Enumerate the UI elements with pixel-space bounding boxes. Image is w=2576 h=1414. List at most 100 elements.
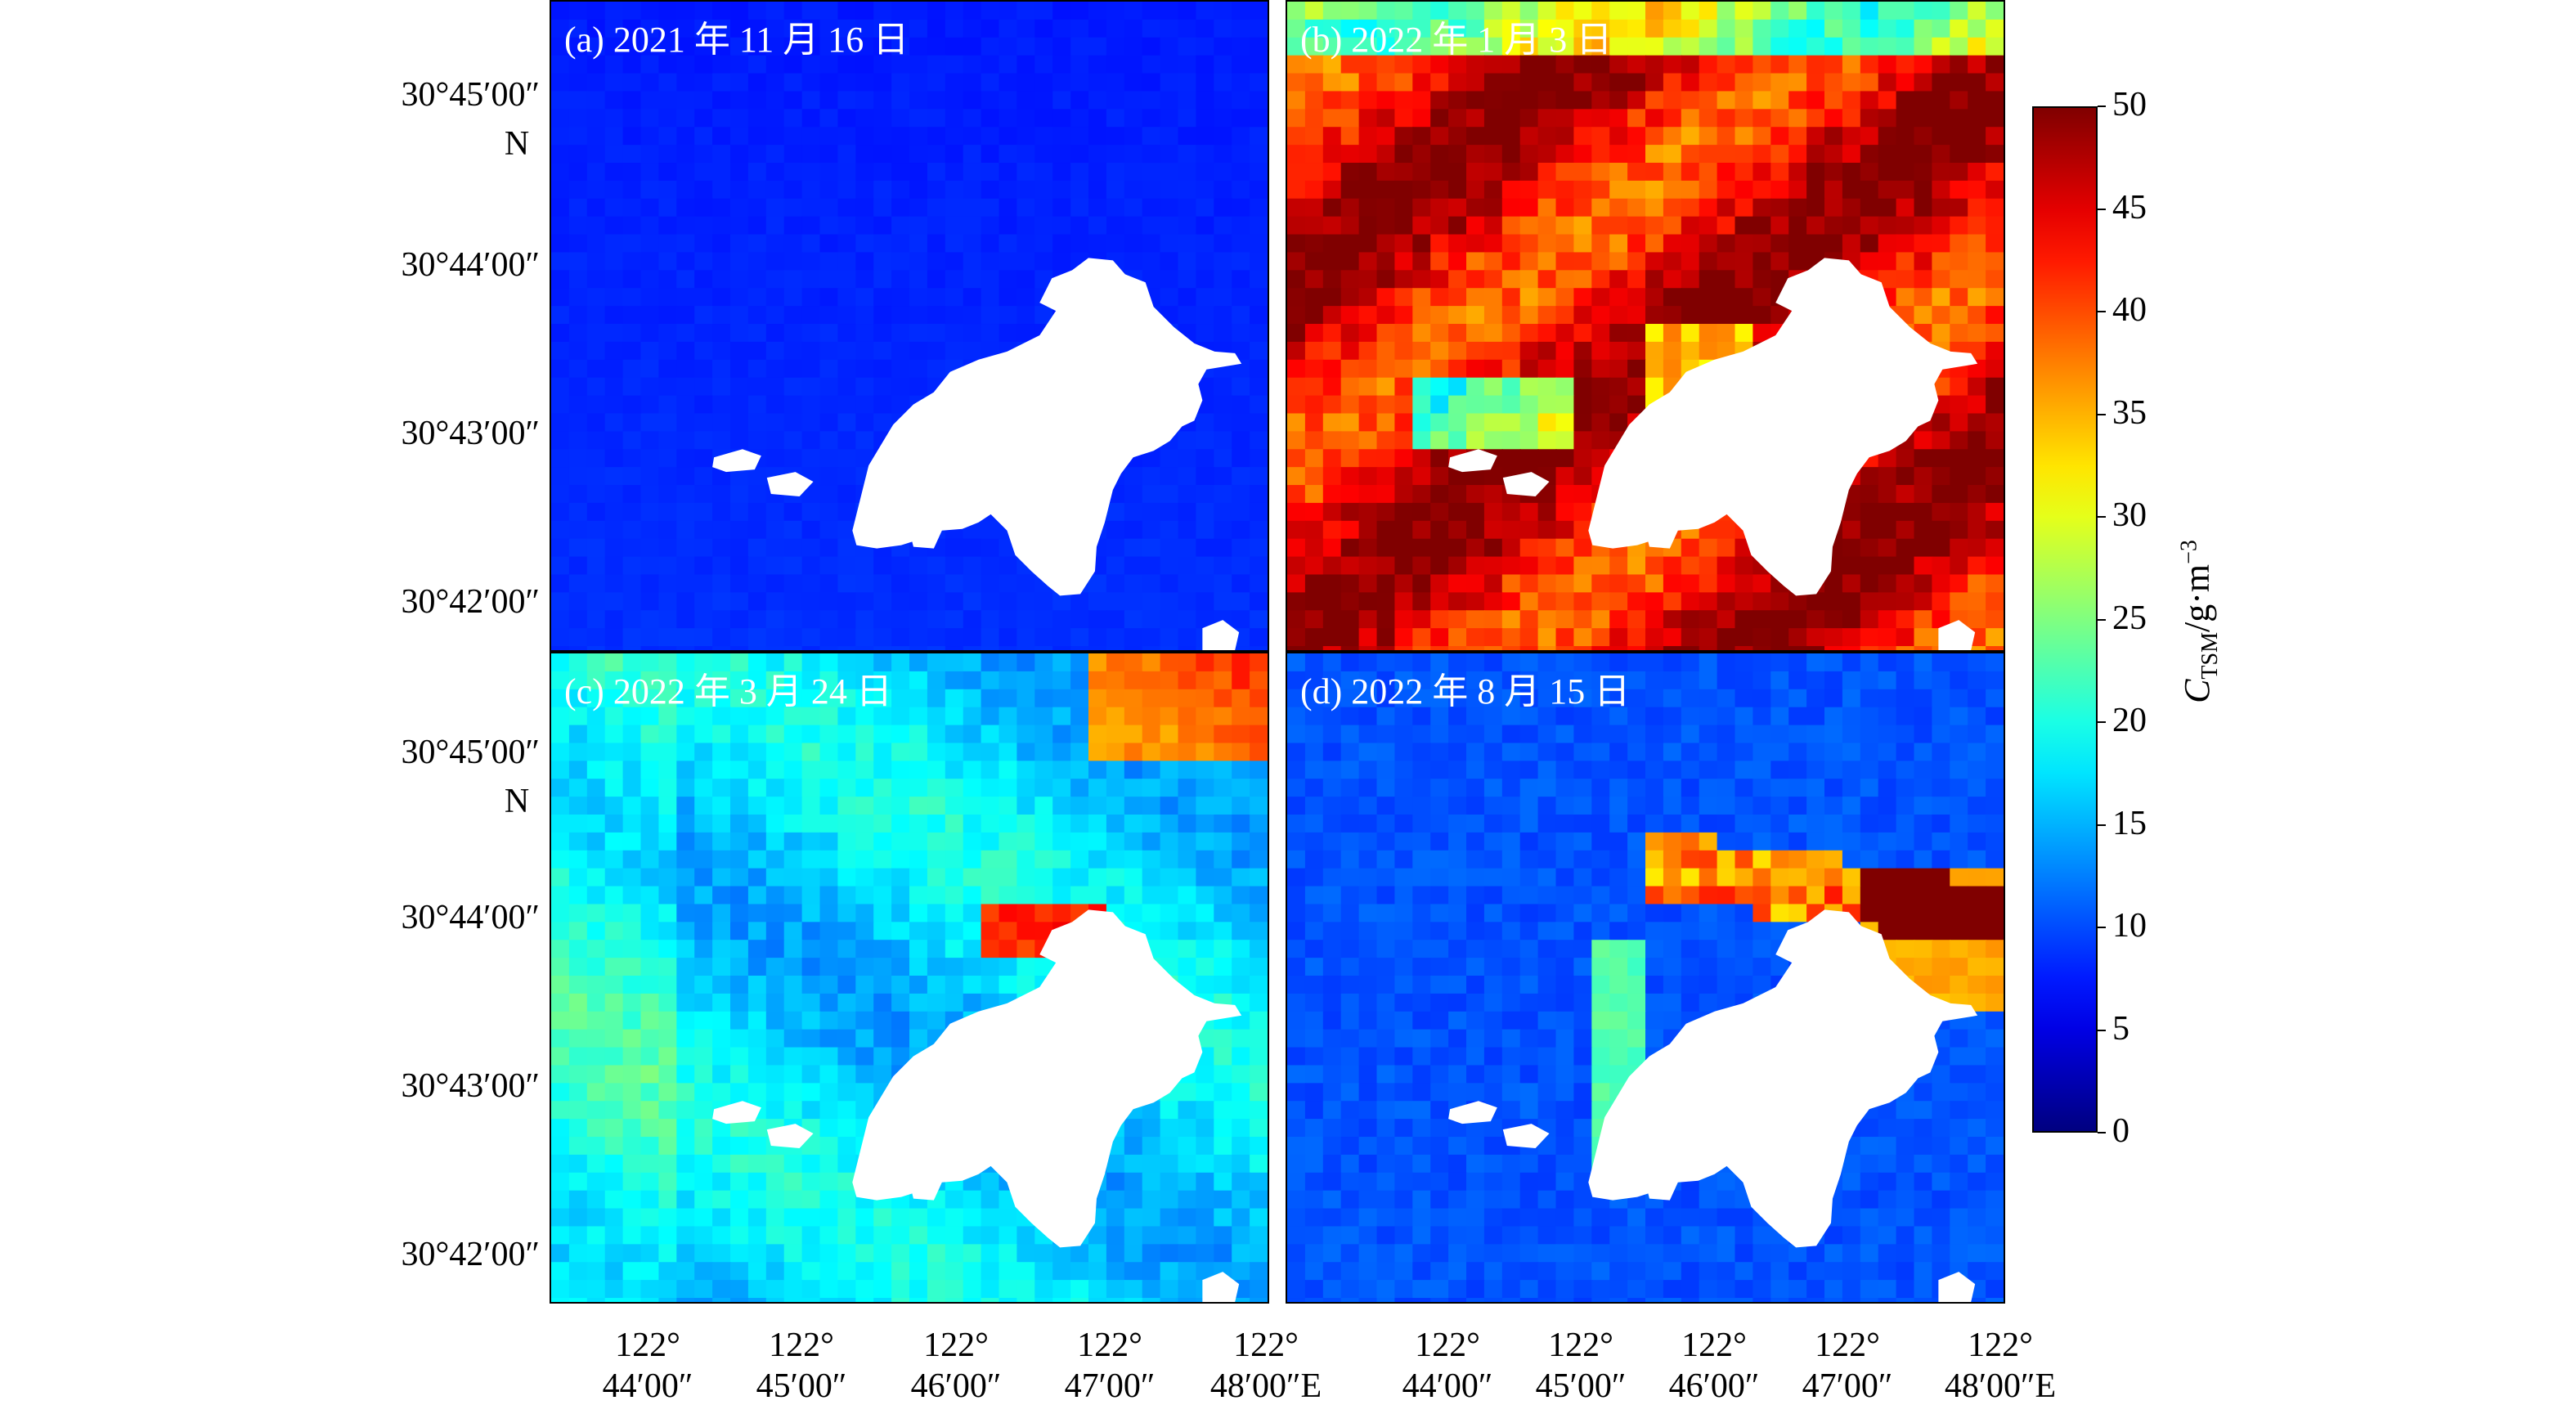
tsm-cell <box>1214 73 1233 92</box>
tsm-cell <box>963 2 982 20</box>
tsm-cell <box>1645 288 1664 307</box>
tsm-cell <box>1214 145 1233 164</box>
tsm-cell <box>1142 761 1161 780</box>
tsm-cell <box>1106 127 1125 146</box>
tsm-cell <box>640 725 660 744</box>
tsm-cell <box>622 993 642 1012</box>
tsm-cell <box>1232 109 1251 128</box>
tsm-cell <box>1160 574 1179 594</box>
tsm-cell <box>1573 671 1593 690</box>
tsm-cell <box>1322 850 1342 869</box>
tsm-cell <box>1124 163 1143 182</box>
tsm-cell <box>1968 252 1987 272</box>
tsm-cell <box>1106 198 1125 218</box>
tsm-cell <box>765 1029 785 1048</box>
tsm-cell <box>1412 556 1432 576</box>
tsm-cell <box>1394 413 1414 433</box>
tsm-cell <box>801 850 821 869</box>
tsm-cell <box>945 2 964 20</box>
tsm-cell <box>1178 1298 1197 1302</box>
tsm-cell <box>819 1244 839 1264</box>
tsm-cell <box>1304 198 1324 218</box>
tsm-cell <box>586 671 606 690</box>
tsm-cell <box>1088 761 1107 780</box>
tsm-cell <box>909 1244 928 1264</box>
tsm-cell <box>1950 234 1969 254</box>
tsm-cell <box>837 725 857 744</box>
tsm-cell <box>909 653 928 672</box>
tsm-cell <box>1627 628 1646 648</box>
tsm-cell <box>1052 1298 1072 1302</box>
tsm-cell <box>1663 306 1682 325</box>
tsm-cell <box>640 671 660 690</box>
tsm-cell <box>1770 19 1790 38</box>
tsm-cell <box>855 1047 875 1066</box>
tsm-cell <box>694 958 714 977</box>
tsm-cell <box>837 2 857 20</box>
tsm-cell <box>604 1119 624 1138</box>
tsm-cell <box>1860 761 1879 780</box>
tsm-cell <box>1950 556 1969 576</box>
tsm-cell <box>640 1172 660 1192</box>
tsm-cell <box>1142 37 1161 56</box>
tsm-cell <box>640 1011 660 1030</box>
tsm-cell <box>1304 145 1324 164</box>
tsm-cell <box>1519 671 1539 690</box>
tsm-cell <box>945 868 964 887</box>
tsm-cell <box>1232 832 1251 851</box>
tsm-cell <box>927 145 946 164</box>
tsm-cell <box>765 815 785 833</box>
tsm-cell <box>730 1065 749 1084</box>
tsm-cell <box>1430 556 1450 576</box>
tsm-cell <box>1986 55 2004 74</box>
tsm-cell <box>1788 234 1808 254</box>
tsm-cell <box>568 377 588 397</box>
tsm-cell <box>1537 592 1557 612</box>
tsm-cell <box>1591 868 1611 887</box>
tsm-cell <box>658 2 678 20</box>
tsm-cell <box>1287 198 1306 218</box>
tsm-cell <box>1376 850 1396 869</box>
tsm-cell <box>1627 797 1646 816</box>
tsm-cell <box>1466 431 1485 451</box>
tsm-cell <box>1214 832 1233 851</box>
tsm-cell <box>1950 37 1969 56</box>
tsm-cell <box>1842 743 1861 762</box>
tsm-cell <box>1950 689 1969 708</box>
tsm-cell <box>1232 1244 1251 1264</box>
tsm-cell <box>586 377 606 397</box>
tsm-cell <box>1430 610 1450 630</box>
tsm-cell <box>945 707 964 726</box>
tsm-cell <box>640 993 660 1012</box>
tsm-cell <box>1932 485 1951 504</box>
tsm-cell <box>1806 725 1825 744</box>
tsm-cell <box>1340 270 1360 290</box>
tsm-cell <box>1394 395 1414 415</box>
tsm-cell <box>1501 234 1521 254</box>
tsm-cell <box>1932 19 1951 38</box>
tsm-cell <box>586 145 606 164</box>
tsm-cell <box>963 37 982 56</box>
tsm-cell <box>1914 628 1933 648</box>
tsm-cell <box>1124 868 1143 887</box>
tsm-cell <box>676 1226 696 1246</box>
tsm-cell <box>1645 653 1664 672</box>
tsm-cell <box>801 1226 821 1246</box>
tsm-cell <box>1770 198 1790 218</box>
tsm-cell <box>730 646 749 650</box>
tsm-cell <box>873 610 893 630</box>
tsm-cell <box>1196 538 1215 558</box>
tsm-cell <box>1699 646 1718 650</box>
tsm-cell <box>568 556 588 576</box>
tsm-cell <box>1627 761 1646 780</box>
tsm-cell <box>1214 1101 1233 1120</box>
tsm-cell <box>1142 671 1161 690</box>
tsm-cell <box>586 850 606 869</box>
tsm-cell <box>1322 725 1342 744</box>
tsm-cell <box>1501 592 1521 612</box>
tsm-cell <box>730 19 749 38</box>
tsm-cell <box>1735 592 1754 612</box>
tsm-cell <box>1681 707 1700 726</box>
tsm-cell <box>1663 163 1682 182</box>
tsm-cell <box>981 628 1000 648</box>
